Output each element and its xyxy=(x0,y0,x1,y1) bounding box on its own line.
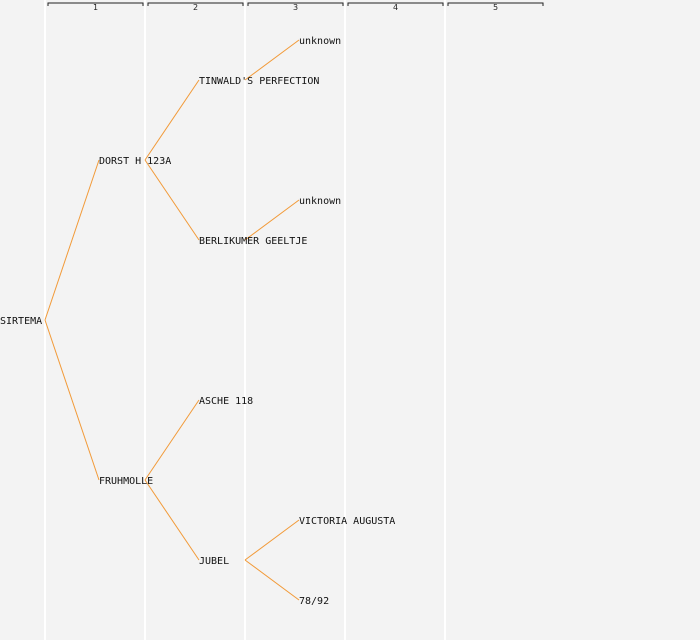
edge-tree-children-0-children-1 xyxy=(144,159,200,241)
edge-tree-children-1-children-1-children-1 xyxy=(244,559,300,601)
generation-number-4: 4 xyxy=(393,3,398,12)
generation-bracket-5 xyxy=(447,2,544,6)
edge-tree-children-0-children-0 xyxy=(144,79,200,161)
node-tree-children-1-children-1[interactable]: JUBEL xyxy=(199,556,229,567)
node-tree-children-0[interactable]: DORST H 123A xyxy=(99,156,171,167)
edge-tree-children-1 xyxy=(44,319,100,481)
node-tree-children-0-children-1[interactable]: BERLIKUMER GEELTJE xyxy=(199,236,307,247)
edge-tree-children-0 xyxy=(44,159,100,321)
node-tree[interactable]: SIRTEMA xyxy=(0,316,42,327)
generation-bracket-1 xyxy=(47,2,144,6)
node-tree-children-1-children-0[interactable]: ASCHE 118 xyxy=(199,396,253,407)
tree-labels: SIRTEMA DORST H 123A TINWALD'S PERFECTION u… xyxy=(0,36,395,607)
edge-tree-children-1-children-1-children-0 xyxy=(244,519,300,561)
generation-bracket-3 xyxy=(247,2,344,6)
generation-bracket-2 xyxy=(147,2,244,6)
node-tree-children-0-children-1-children-0[interactable]: unknown xyxy=(299,196,341,207)
node-tree-children-1-children-1-children-1[interactable]: 78/92 xyxy=(299,596,329,607)
node-tree-children-1-children-1-children-0[interactable]: VICTORIA AUGUSTA xyxy=(299,516,395,527)
edge-tree-children-1-children-1 xyxy=(144,479,200,561)
generation-columns: 1 2 3 4 5 xyxy=(44,0,544,640)
node-tree-children-0-children-0[interactable]: TINWALD'S PERFECTION xyxy=(199,76,319,87)
generation-number-5: 5 xyxy=(493,3,498,12)
generation-number-3: 3 xyxy=(293,3,298,12)
generation-bracket-4 xyxy=(347,2,444,6)
node-tree-children-0-children-0-children-0[interactable]: unknown xyxy=(299,36,341,47)
tree-edges xyxy=(44,39,300,601)
edge-tree-children-1-children-0 xyxy=(144,399,200,481)
generation-number-1: 1 xyxy=(93,3,98,12)
node-tree-children-1[interactable]: FRUHMOLLE xyxy=(99,476,153,487)
edge-tree-children-0-children-1-children-0 xyxy=(244,199,300,241)
edge-tree-children-0-children-0-children-0 xyxy=(244,39,300,81)
generation-number-2: 2 xyxy=(193,3,198,12)
